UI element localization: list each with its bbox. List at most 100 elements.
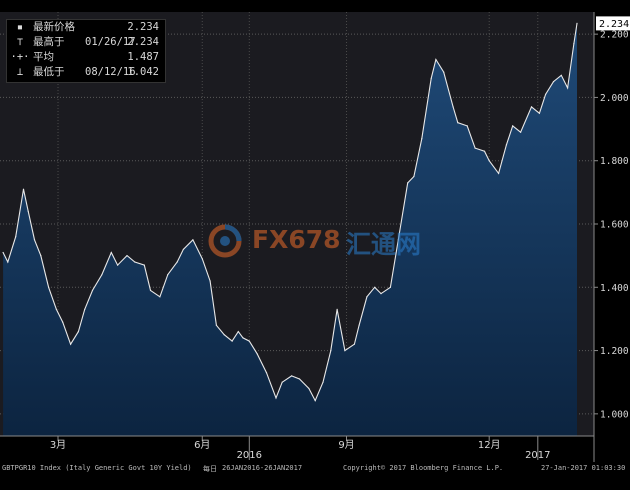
data-point (443, 71, 445, 73)
data-point (298, 378, 301, 380)
legend-label: 平均 (33, 51, 54, 63)
legend-value: 1.487 (127, 51, 159, 63)
data-point (77, 331, 79, 333)
data-point (353, 343, 355, 345)
high-marker-icon: ⊤ (16, 36, 24, 48)
data-point (70, 343, 72, 345)
data-point (552, 81, 555, 83)
legend-date: 01/26/17 (85, 36, 136, 48)
data-point (248, 340, 250, 342)
data-point (344, 350, 346, 352)
data-point (576, 22, 578, 24)
data-point (62, 321, 64, 323)
data-point (520, 131, 522, 133)
data-point (7, 261, 9, 263)
data-point (33, 239, 36, 241)
data-point (457, 122, 459, 124)
data-point (55, 308, 58, 310)
data-point (421, 138, 423, 140)
legend-label: 最高于 (33, 36, 65, 48)
x-axis: 3月 6月 2016 9月 12月 2017 (0, 435, 594, 461)
data-point (505, 144, 507, 146)
data-point (182, 248, 184, 250)
data-point (322, 381, 324, 383)
data-point (397, 239, 399, 241)
x-tick-label: 12月 (478, 439, 501, 451)
data-point (435, 58, 437, 61)
data-point (22, 188, 25, 190)
x-tick-label: 9月 (338, 439, 354, 451)
data-point (530, 106, 533, 108)
fx678-logo-icon (208, 224, 242, 258)
y-tick-label: 2.000 (600, 93, 629, 104)
data-point (48, 286, 50, 288)
yield-area (3, 23, 578, 437)
legend-value: 2.234 (127, 21, 159, 33)
data-point (452, 106, 454, 108)
legend-value: 2.234 (127, 36, 159, 48)
data-point (281, 381, 283, 383)
data-points (2, 22, 578, 402)
y-tick-label: 1.600 (600, 220, 629, 231)
footer-period: 26JAN2016-26JAN2017 (222, 464, 303, 472)
x-tick-label: 2016 (237, 450, 262, 461)
data-point (413, 175, 415, 178)
data-point (498, 172, 500, 174)
data-point (159, 296, 161, 298)
data-point (545, 93, 547, 95)
data-point (176, 261, 178, 263)
data-point (27, 210, 29, 212)
x-tick-label: 2017 (525, 450, 550, 461)
watermark-text-b: 汇通网 (346, 230, 422, 259)
y-tick-label: 1.200 (600, 346, 629, 357)
last-value-badge-bg (596, 16, 630, 31)
square-icon: ▪ (16, 21, 24, 33)
legend-value: 1.042 (127, 66, 159, 78)
data-point (567, 87, 569, 89)
data-point (560, 74, 562, 76)
legend: ▪ 最新价格 2.234 ⊤ 最高于 01/26/17 2.234 ·+· 平均… (6, 19, 166, 83)
data-point (237, 331, 239, 333)
legend-label: 最低于 (33, 66, 65, 78)
data-point (231, 340, 233, 342)
footer-copyright: Copyright© 2017 Bloomberg Finance L.P. (343, 464, 504, 472)
legend-row-average: ·+· 平均 1.487 (7, 50, 165, 65)
x-tick-label: 3月 (50, 439, 66, 451)
last-value-badge: 2.234 (596, 16, 630, 31)
data-point (134, 261, 136, 263)
data-point (91, 289, 94, 291)
last-value-label: 2.234 (599, 19, 629, 30)
footer-timestamp: 27-Jan-2017 01:03:30 (541, 464, 626, 472)
legend-date: 08/12/16 (85, 66, 136, 78)
y-tick-label: 1.000 (600, 409, 629, 420)
data-point (209, 280, 211, 282)
y-tick-label: 1.800 (600, 156, 629, 167)
data-point (15, 236, 17, 238)
data-point (192, 239, 194, 241)
data-point (430, 77, 432, 79)
data-point (407, 182, 409, 184)
data-point (101, 274, 103, 276)
average-marker-icon: ·+· (10, 51, 30, 63)
data-point (380, 293, 382, 295)
data-point (389, 286, 391, 288)
data-point (374, 286, 376, 288)
data-point (223, 334, 225, 336)
data-point (215, 324, 217, 326)
data-point (126, 255, 128, 257)
data-point (573, 43, 575, 45)
data-point (275, 397, 277, 399)
legend-row-high: ⊤ 最高于 01/26/17 2.234 (7, 35, 165, 50)
low-marker-icon: ⊥ (16, 66, 24, 78)
data-point (265, 372, 268, 374)
data-point (466, 125, 468, 127)
data-point (143, 264, 145, 266)
data-point (314, 400, 316, 402)
data-point (330, 350, 332, 352)
y-axis: 1.000 1.200 1.400 1.600 1.800 2.000 2.200 (593, 12, 629, 462)
data-point (149, 289, 152, 291)
data-point (366, 296, 368, 298)
footer-period-prefix: 每日 (203, 465, 217, 473)
data-point (336, 308, 338, 310)
